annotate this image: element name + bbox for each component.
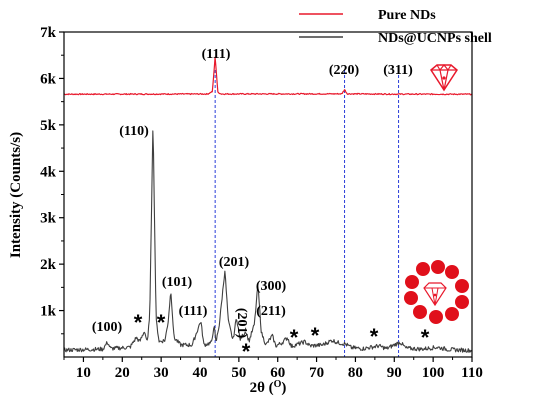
y-tick-label-2: 3k <box>40 211 57 227</box>
y-tick-label-1: 2k <box>40 257 57 273</box>
peak-label-201-rotated: (201) <box>234 308 249 339</box>
y-tick-label-3: 4k <box>40 164 57 180</box>
x-tick-label-10: 110 <box>461 365 483 381</box>
series-layer <box>63 56 473 354</box>
peak-label-nd-111: (111) <box>202 47 231 62</box>
diamond-icon <box>430 64 458 92</box>
impurity-star-6: * <box>421 325 430 350</box>
y-axis-title: Intensity (Counts/s) <box>8 132 24 258</box>
x-tick-label-7: 80 <box>348 365 363 381</box>
x-tick-label-6: 70 <box>309 365 324 381</box>
x-tick-label-9: 100 <box>422 365 445 381</box>
peak-label-nd-220: (220) <box>329 63 360 78</box>
peak-label-shell-111: (111) <box>179 304 208 319</box>
x-tick-label-1: 20 <box>115 365 130 381</box>
y-tick-label-0: 1k <box>40 304 57 320</box>
impurity-star-3: * <box>290 325 299 350</box>
core-shell-particle-icon <box>404 260 469 324</box>
x-tick-label-0: 10 <box>76 365 91 381</box>
peak-label-100: (100) <box>92 320 123 335</box>
impurity-star-2: * <box>242 339 251 364</box>
peak-labels: (111) (220) (311) (110) (100) (101) (111… <box>92 47 413 338</box>
peak-label-110: (110) <box>119 124 149 139</box>
series-line-0 <box>63 56 473 96</box>
x-tick-label-4: 50 <box>231 365 246 381</box>
y-tick-label-6: 7k <box>40 25 57 41</box>
x-tick-label-5: 60 <box>270 365 285 381</box>
impurity-star-4: * <box>311 323 320 348</box>
peak-label-300: (300) <box>256 279 287 294</box>
reference-lines <box>214 70 400 357</box>
y-tick-label-4: 5k <box>40 118 57 134</box>
x-tick-label-3: 40 <box>193 365 208 381</box>
peak-label-201-upper: (201) <box>219 255 250 270</box>
peak-label-211: (211) <box>256 304 286 319</box>
series-line-1 <box>63 130 473 354</box>
peak-label-101: (101) <box>162 275 193 290</box>
impurity-star-0: * <box>134 310 143 335</box>
x-tick-label-2: 30 <box>154 365 169 381</box>
peak-label-nd-311: (311) <box>383 63 413 78</box>
y-tick-label-5: 6k <box>40 71 57 87</box>
impurity-star-5: * <box>370 324 379 349</box>
legend: Pure NDs NDs@UCNPs shell <box>299 8 492 46</box>
y-axis: 1k 2k 3k 4k 5k 6k 7k <box>40 25 64 335</box>
impurity-markers: * * * * * * * <box>134 310 430 364</box>
legend-label-ucnps-shell: NDs@UCNPs shell <box>378 31 492 46</box>
x-axis: 10 20 30 40 50 60 70 80 90 100 110 <box>63 357 483 381</box>
x-axis-title: 2θ (O) <box>250 379 287 397</box>
x-tick-label-8: 90 <box>387 365 402 381</box>
legend-label-pure-nds: Pure NDs <box>378 8 436 23</box>
impurity-star-1: * <box>157 310 166 335</box>
